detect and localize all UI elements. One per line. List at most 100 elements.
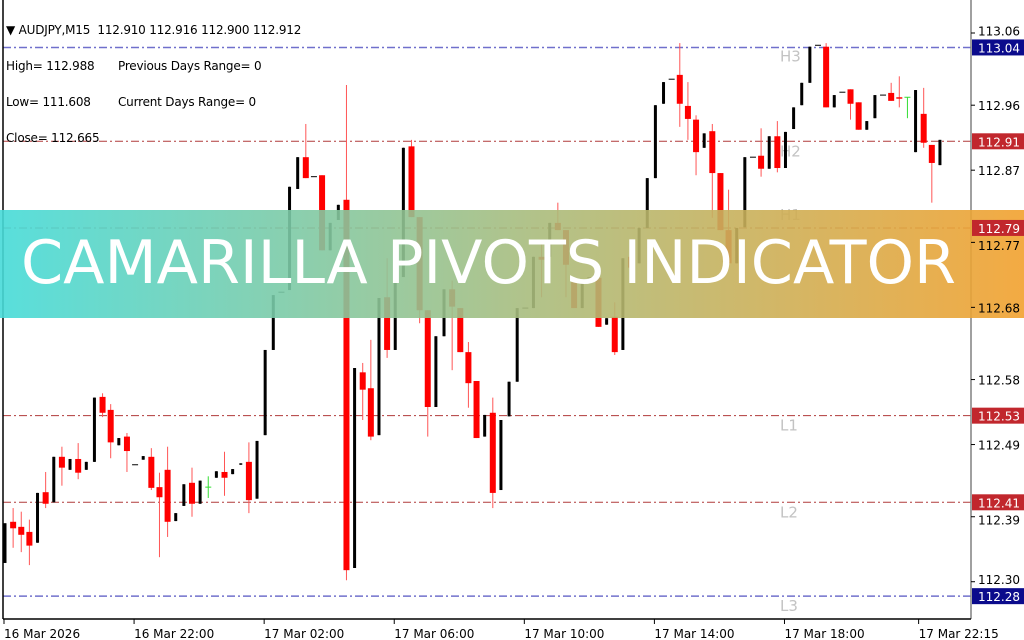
price-tick-label: 112.30	[978, 573, 1020, 587]
low-value: Low= 111.608	[6, 95, 91, 109]
time-tick-label: 16 Mar 22:00	[134, 627, 214, 640]
candle-body	[507, 381, 511, 417]
candle	[808, 46, 812, 83]
price-tick-label: 112.96	[978, 99, 1020, 113]
candle-body	[75, 458, 82, 473]
pivot-label-h3: H3	[780, 47, 801, 65]
candle-body	[783, 131, 787, 169]
candle	[377, 297, 381, 436]
candle	[800, 82, 804, 106]
candle	[424, 310, 431, 437]
candle	[774, 121, 781, 173]
candle-body	[611, 316, 618, 353]
candle-body	[408, 146, 415, 218]
candle-body	[424, 310, 431, 407]
time-tick-label: 17 Mar 10:00	[524, 627, 604, 640]
candle-body	[148, 456, 155, 488]
candle	[123, 432, 130, 472]
price-tick-label: 112.58	[978, 374, 1020, 388]
candle-body	[353, 368, 357, 569]
candle	[231, 469, 235, 475]
candle-body	[174, 513, 178, 522]
candle	[873, 95, 877, 119]
close-value: Close= 112.665	[6, 131, 100, 145]
candle	[904, 96, 911, 119]
price-tick-label: 112.87	[978, 164, 1020, 178]
time-axis[interactable]: 16 Mar 2026 16 Mar 22:00 17 Mar 02:00 17 Ma…	[3, 619, 999, 640]
candle	[3, 523, 7, 563]
candle-body	[52, 456, 56, 503]
candle-body	[434, 336, 438, 407]
candle-body	[107, 409, 114, 443]
candle-body	[42, 492, 49, 504]
candle-body	[832, 95, 836, 108]
price-axis[interactable]: 113.06 112.96 112.87 112.77 112.68 112.58 112.…	[971, 24, 1020, 587]
candle	[359, 362, 366, 420]
candle	[99, 393, 106, 418]
candle	[662, 82, 666, 104]
candle-body	[473, 381, 480, 439]
candle	[214, 471, 218, 478]
pivot-badge-h1	[972, 219, 1024, 236]
candle-body	[58, 456, 65, 468]
price-tick-label: 113.06	[978, 24, 1020, 38]
candle-body	[499, 419, 503, 491]
candle-body	[263, 349, 267, 436]
candle-body	[914, 90, 918, 153]
pivot-badge-h3	[972, 39, 1024, 56]
current-days-range: Current Days Range= 0	[118, 95, 256, 109]
candle-body	[10, 521, 17, 529]
candle-body	[245, 461, 252, 501]
time-tick-label: 17 Mar 18:00	[784, 627, 864, 640]
candle-body	[117, 438, 121, 446]
candle-body	[384, 297, 391, 350]
candle-body	[141, 456, 145, 460]
candle-body	[605, 318, 609, 325]
candle	[515, 308, 519, 382]
candle	[245, 442, 252, 514]
price-tick-label: 112.68	[978, 301, 1020, 315]
candle	[353, 368, 357, 569]
candle-body	[758, 155, 765, 169]
pivot-badge-text: 112.28	[978, 590, 1020, 604]
candle-body	[359, 372, 366, 390]
candle	[832, 95, 836, 108]
candle-body	[684, 105, 691, 119]
candle	[188, 467, 195, 517]
candle-body	[271, 295, 275, 350]
candle-body	[18, 526, 25, 535]
candle	[239, 463, 243, 465]
candle	[896, 76, 903, 108]
candle	[205, 476, 212, 498]
candle-body	[3, 523, 7, 563]
candle	[182, 484, 186, 506]
candle-body	[99, 396, 106, 413]
candle	[483, 414, 487, 437]
candle-body	[800, 82, 804, 106]
candle-body	[343, 199, 350, 571]
candle	[684, 82, 691, 140]
candle-body	[68, 458, 72, 470]
collapse-triangle-icon[interactable]: ▼	[6, 23, 19, 37]
candle	[408, 139, 415, 218]
candle-body	[188, 482, 195, 504]
pivot-label-l2: L2	[780, 503, 798, 521]
candle-body	[767, 136, 771, 169]
candle-body	[515, 308, 519, 382]
pivot-label-h2: H2	[780, 142, 801, 160]
candle	[221, 451, 228, 496]
candle	[117, 438, 121, 446]
candle	[702, 133, 706, 148]
candle-body	[645, 178, 649, 228]
candle-body	[26, 531, 33, 546]
candle-body	[302, 157, 309, 179]
candle-body	[709, 131, 716, 174]
candle-body	[36, 492, 40, 543]
candle	[75, 443, 82, 480]
candle-body	[465, 352, 472, 384]
candle	[920, 87, 927, 148]
candle	[709, 123, 716, 218]
pivot-badge-l3	[972, 588, 1024, 605]
candle-body	[792, 107, 796, 130]
